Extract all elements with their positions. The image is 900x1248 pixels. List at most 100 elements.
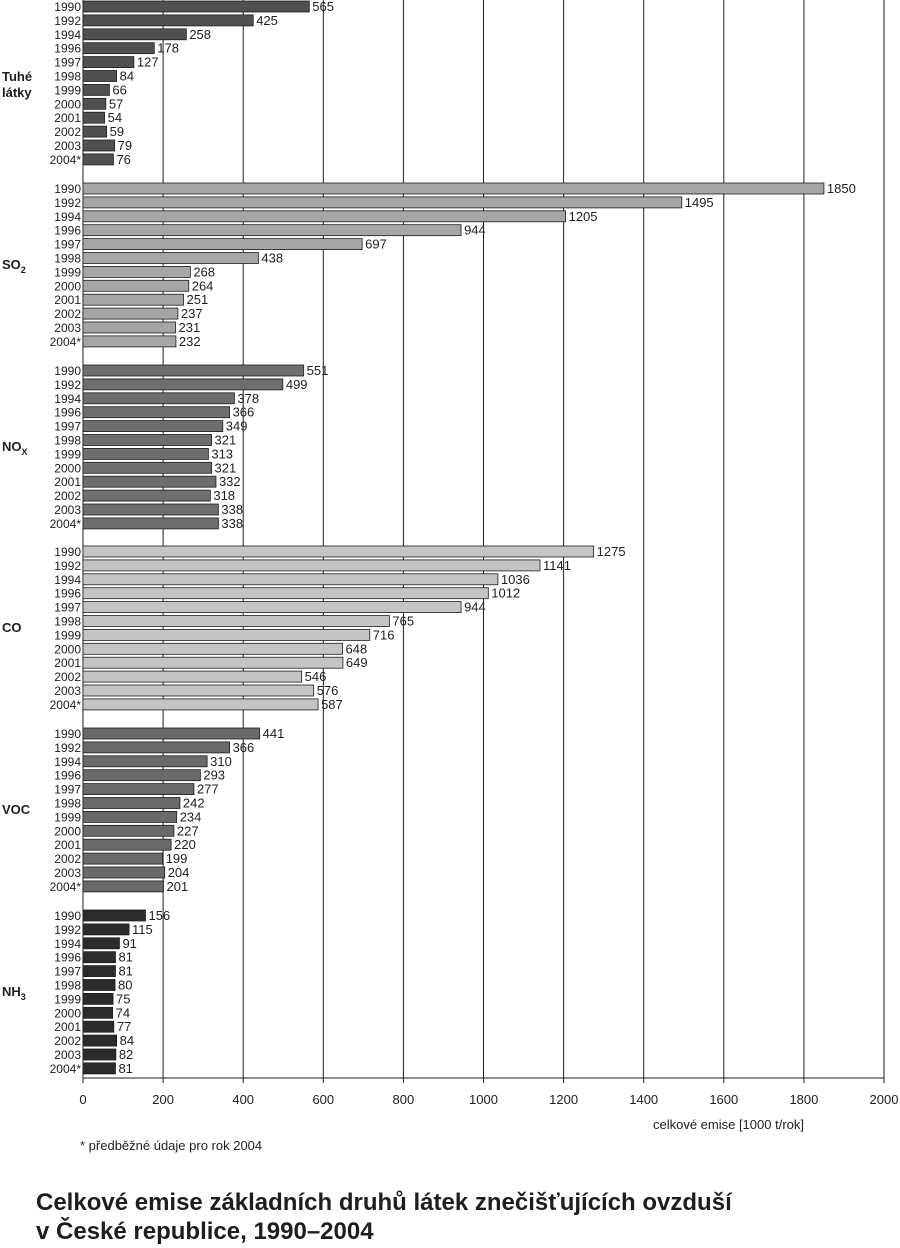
x-axis-title: celkové emise [1000 t/rok] (653, 1117, 804, 1132)
bar (82, 224, 462, 237)
value-label: 237 (181, 306, 203, 321)
bar (82, 196, 683, 209)
year-label: 2001 (54, 475, 81, 489)
year-label: 1990 (54, 727, 81, 741)
year-label: 2003 (54, 684, 81, 698)
gridlines (82, 0, 885, 1078)
value-label: 716 (373, 627, 395, 642)
bar (82, 1034, 118, 1047)
value-label: 1495 (685, 195, 714, 210)
bar (82, 28, 187, 41)
value-label: 231 (179, 320, 201, 335)
bar (82, 866, 166, 879)
bar (82, 698, 319, 711)
bar (82, 838, 172, 851)
value-label: 264 (192, 278, 214, 293)
year-label: 1994 (54, 755, 81, 769)
bar (82, 811, 178, 823)
value-label: 81 (118, 1061, 132, 1076)
value-label: 76 (116, 152, 130, 167)
bar (82, 909, 146, 922)
bar (82, 824, 175, 837)
value-label: 293 (203, 768, 225, 783)
year-label: 2001 (54, 656, 81, 670)
value-label: 178 (157, 41, 179, 56)
year-label: 1994 (54, 28, 81, 42)
x-tick-label: 800 (393, 1092, 415, 1107)
bar (82, 923, 130, 936)
bar (82, 797, 181, 809)
bar (82, 335, 177, 348)
value-label: 321 (215, 433, 237, 448)
bar (82, 755, 208, 768)
year-label: 2002 (54, 852, 81, 866)
value-label: 91 (122, 936, 136, 951)
year-label: 1998 (54, 434, 81, 448)
year-label: 1999 (54, 992, 81, 1006)
bar (82, 434, 212, 446)
year-label: 2002 (54, 489, 81, 503)
bar (82, 741, 230, 754)
value-label: 310 (210, 754, 232, 769)
x-tick-label: 1600 (709, 1092, 738, 1107)
year-label: 1990 (54, 909, 81, 923)
value-label: 277 (197, 782, 219, 797)
year-label: 1998 (54, 252, 81, 266)
x-tick-label: 600 (312, 1092, 334, 1107)
group-label: CO (2, 620, 22, 635)
value-label: 338 (221, 516, 243, 531)
value-label: 546 (305, 669, 327, 684)
group-label: látky (2, 85, 32, 100)
value-label: 1205 (569, 209, 598, 224)
bar (82, 559, 541, 572)
year-label: 2002 (54, 125, 81, 139)
bar (82, 0, 310, 13)
value-label: 81 (118, 950, 132, 965)
bar (82, 70, 118, 82)
value-label: 366 (233, 405, 255, 420)
value-label: 54 (108, 110, 122, 125)
year-label: 2003 (54, 1048, 81, 1062)
value-label: 378 (237, 391, 259, 406)
bar (82, 378, 284, 391)
year-label: 2000 (54, 824, 81, 838)
bar (82, 783, 195, 795)
value-label: 499 (286, 377, 308, 392)
year-label: 1992 (54, 196, 81, 210)
bar (82, 769, 201, 782)
value-label: 349 (226, 419, 248, 434)
bar (82, 461, 212, 474)
year-label: 1996 (54, 951, 81, 965)
bar (82, 56, 135, 68)
bar (82, 406, 230, 419)
bar (82, 97, 107, 110)
bar (82, 852, 164, 865)
bar (82, 1020, 115, 1033)
value-label: 201 (167, 879, 189, 894)
year-label: 2003 (54, 139, 81, 153)
year-label: 2000 (54, 279, 81, 293)
bar (82, 517, 219, 530)
bar (82, 1062, 116, 1075)
year-label: 1997 (54, 783, 81, 797)
bar (82, 656, 344, 669)
value-label: 75 (116, 991, 130, 1006)
x-tick-label: 200 (152, 1092, 174, 1107)
bar (82, 993, 114, 1005)
year-label: 2000 (54, 1006, 81, 1020)
value-label: 80 (118, 978, 132, 993)
bar (82, 307, 179, 320)
group-label: Tuhé (2, 69, 32, 84)
value-label: 441 (263, 726, 285, 741)
year-label: 1999 (54, 447, 81, 461)
year-label: 2001 (54, 111, 81, 125)
year-label: 1992 (54, 14, 81, 28)
year-label: 1996 (54, 769, 81, 783)
value-label: 199 (166, 851, 188, 866)
value-label: 81 (118, 964, 132, 979)
x-axis: 0 200 400 600 800 1000 1200 1400 1600 1800 2000 (79, 1077, 898, 1107)
chart-title-line-1: Celkové emise základních druhů látek zne… (36, 1189, 732, 1216)
year-label: 2002 (54, 670, 81, 684)
x-tick-label: 1400 (629, 1092, 658, 1107)
bar (82, 1006, 114, 1019)
